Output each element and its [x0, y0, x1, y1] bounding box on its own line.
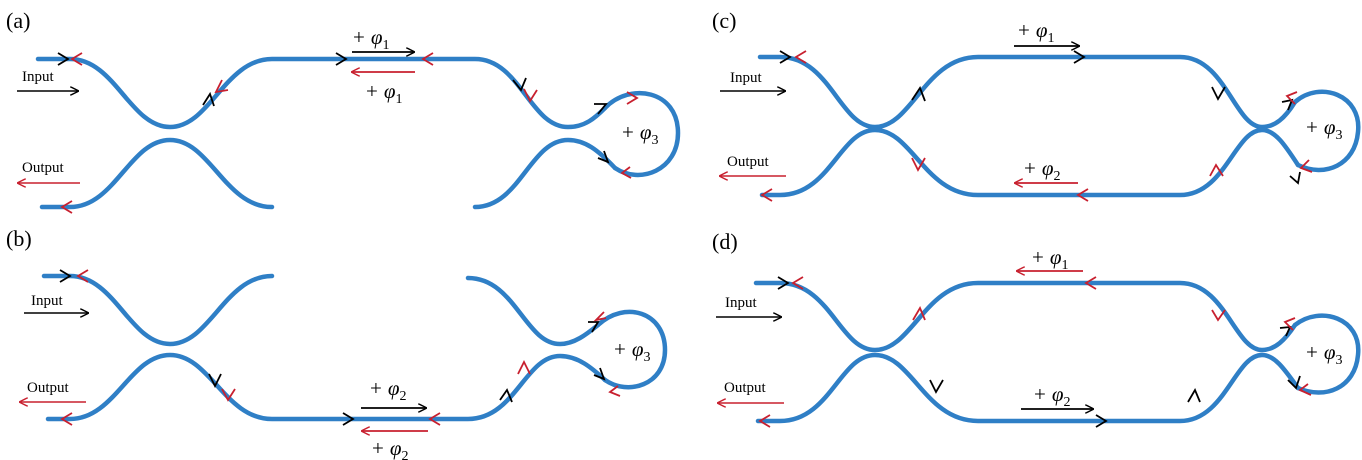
- direction-markers-b: [59, 269, 621, 426]
- output-label-a: Output: [22, 160, 65, 176]
- panel-label-d: (d): [712, 229, 738, 254]
- output-label-d: Output: [724, 380, 767, 396]
- ring-resonator-c: [1292, 89, 1361, 173]
- panel-b: (b) Input Output + φ2 + φ2 + φ3: [6, 226, 668, 460]
- phase-label-d-loop: + φ3: [1306, 340, 1342, 368]
- output-label-c: Output: [727, 154, 770, 170]
- waveguide-d-top: [753, 280, 1298, 353]
- phase-label-b-bot-bwd: + φ2: [372, 436, 408, 460]
- phase-label-c-bot: + φ2: [1024, 156, 1060, 184]
- waveguide-a-bottom-right: [472, 137, 618, 210]
- ring-resonator-d: [1292, 313, 1361, 395]
- phase-label-c-loop: + φ3: [1306, 115, 1342, 143]
- input-label-b: Input: [31, 293, 63, 309]
- phase-label-b-bot-fwd: + φ2: [370, 376, 406, 404]
- ring-resonator-b: [595, 309, 668, 390]
- panel-label-b: (b): [6, 226, 32, 251]
- phase-label-a-top-bwd: + φ1: [366, 79, 402, 107]
- waveguide-c-top: [757, 54, 1298, 130]
- phase-label-d-bot: + φ2: [1034, 382, 1070, 410]
- direction-markers-d: [758, 276, 1312, 428]
- phase-label-c-top: + φ1: [1018, 18, 1054, 46]
- panel-label-a: (a): [6, 8, 30, 33]
- input-label-d: Input: [725, 295, 757, 311]
- phase-label-a-loop: + φ3: [622, 120, 658, 148]
- waveguide-b-top-right: [465, 275, 601, 347]
- waveguide-a-bottom: [39, 137, 275, 210]
- direction-markers-a: [57, 52, 639, 214]
- panel-c: (c) Input Output + φ1 + φ2 + φ3: [712, 8, 1361, 202]
- phase-label-b-loop: + φ3: [614, 337, 650, 365]
- output-label-b: Output: [27, 380, 70, 396]
- waveguide-d-bottom: [755, 352, 1301, 424]
- panel-a: (a) Input Output + φ1 + φ1 + φ3: [6, 8, 681, 214]
- phase-label-a-top-fwd: + φ1: [353, 25, 389, 53]
- waveguide-c-bottom: [759, 127, 1301, 198]
- panel-label-c: (c): [712, 8, 736, 33]
- phase-label-d-top: + φ1: [1032, 245, 1068, 273]
- waveguide-b-bottom: [45, 352, 608, 422]
- panel-d: (d) Input Output + φ1 + φ2 + φ3: [712, 229, 1361, 428]
- direction-markers-c: [760, 50, 1313, 202]
- waveguide-b-top: [41, 273, 275, 347]
- waveguide-a-top: [35, 56, 608, 130]
- input-label-c: Input: [730, 70, 762, 86]
- input-label-a: Input: [22, 69, 54, 85]
